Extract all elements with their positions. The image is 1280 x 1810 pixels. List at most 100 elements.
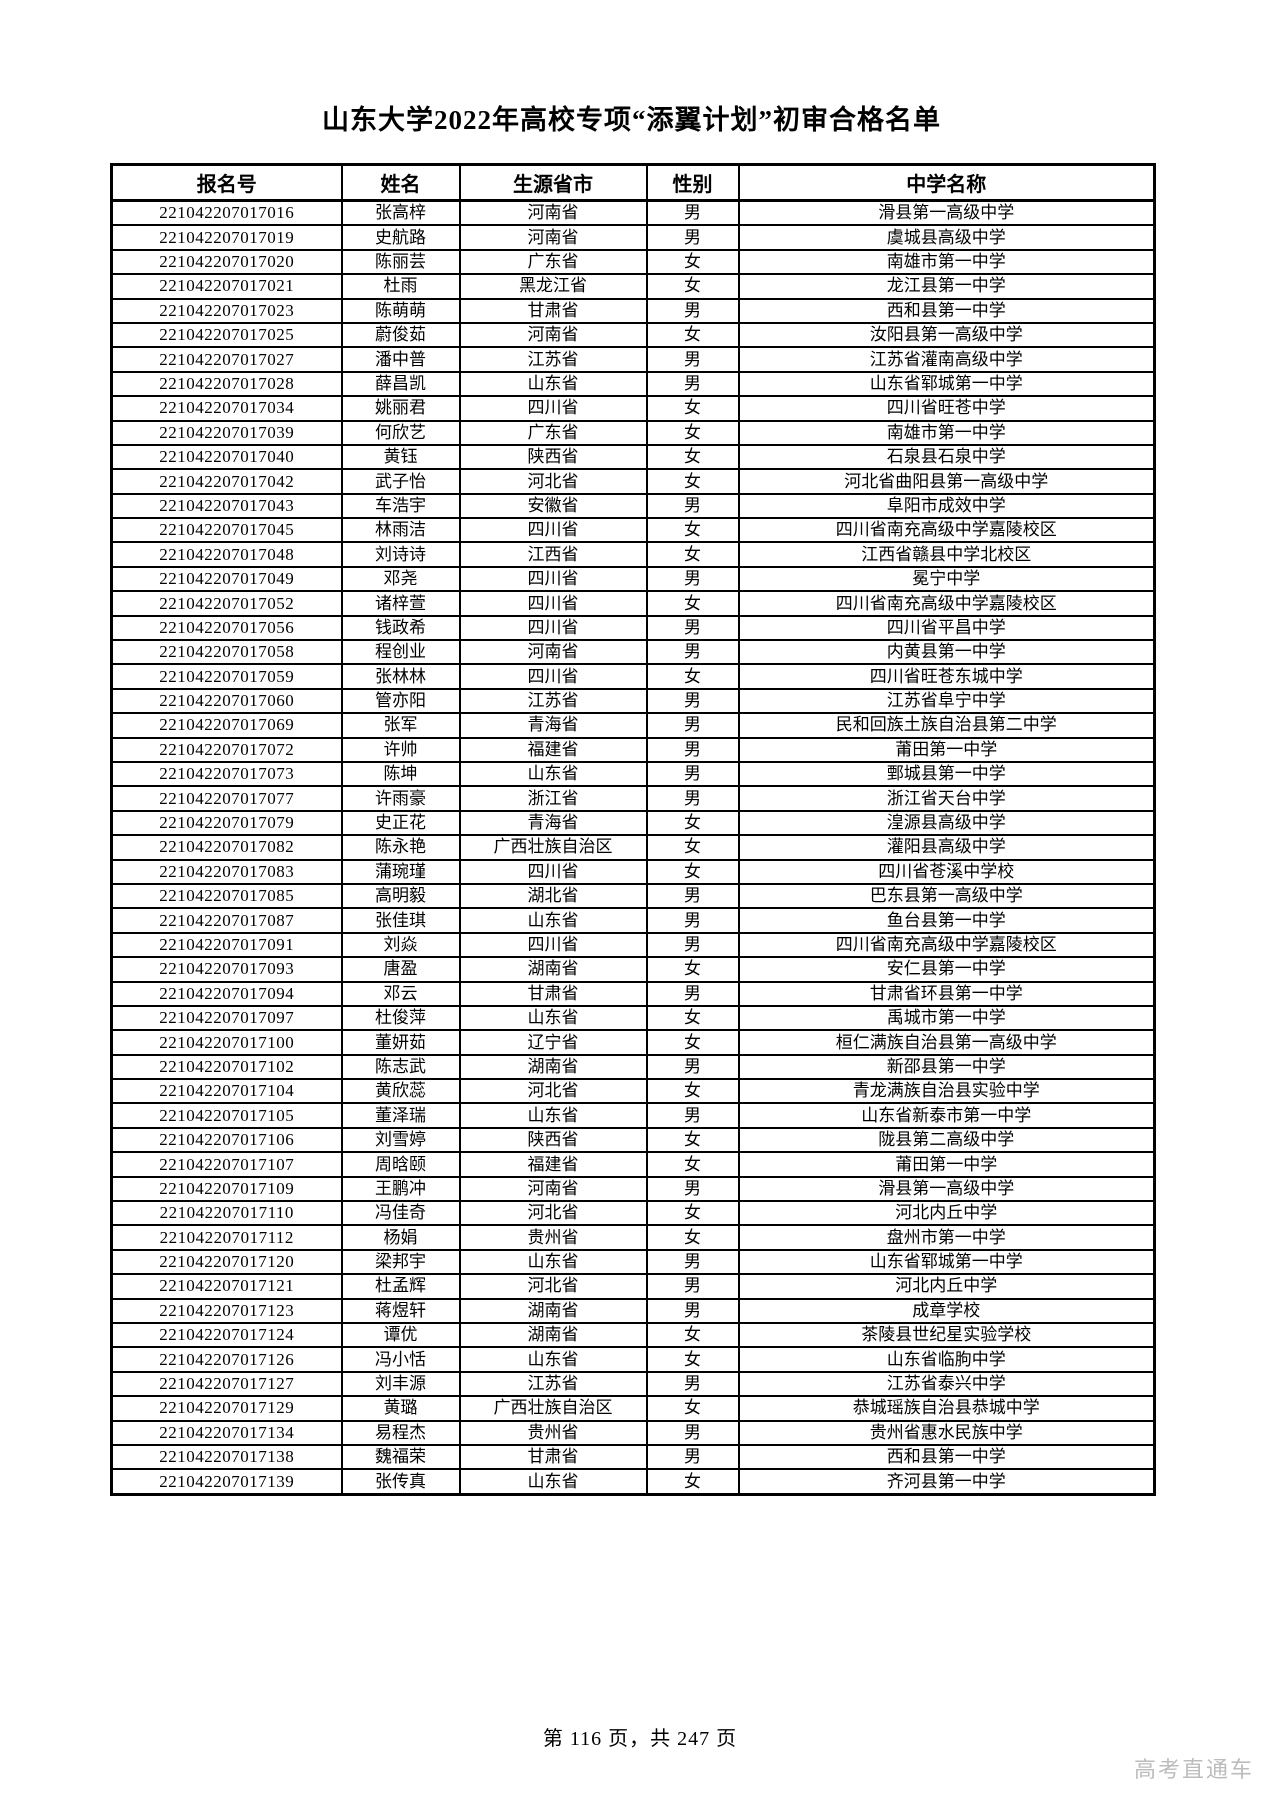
cell-province: 湖南省: [458, 1297, 648, 1324]
cell-school: 河北内丘中学: [737, 1199, 1156, 1227]
table-row: 221042207017126 冯小恬 山东省女山东省临朐中学: [110, 1346, 1156, 1373]
cell-school: 汝阳县第一高级中学: [737, 321, 1156, 349]
cell-reg-no: 221042207017058: [110, 639, 343, 666]
cell-province: 黑龙江省: [458, 273, 648, 300]
cell-name: 姚丽君: [340, 395, 461, 422]
cell-province: 青海省: [458, 712, 648, 739]
cell-gender: 男: [645, 1370, 740, 1398]
table-row: 221042207017124 谭优 湖南省女茶陵县世纪星实验学校: [110, 1321, 1156, 1349]
cell-reg-no: 221042207017104: [110, 1078, 343, 1105]
cell-school: 南雄市第一中学: [737, 419, 1156, 446]
cell-reg-no: 221042207017109: [110, 1175, 343, 1203]
cell-reg-no: 221042207017134: [110, 1419, 343, 1446]
cell-name: 刘丰源: [340, 1370, 461, 1398]
cell-province: 山东省: [458, 1346, 648, 1373]
cell-gender: 女: [645, 395, 740, 422]
cell-school: 四川省南充高级中学嘉陵校区: [737, 517, 1156, 544]
cell-province: 山东省: [458, 1102, 648, 1129]
cell-province: 河北省: [458, 1199, 648, 1227]
cell-reg-no: 221042207017059: [110, 663, 343, 690]
page-number-indicator: 第 116 页，共 247 页: [542, 1728, 738, 1750]
cell-name: 许雨豪: [340, 785, 461, 812]
cell-gender: 男: [645, 370, 740, 398]
cell-reg-no: 221042207017039: [110, 419, 343, 446]
cell-province: 四川省: [458, 858, 648, 885]
cell-gender: 男: [645, 199, 740, 227]
cell-gender: 男: [645, 687, 740, 715]
cell-reg-no: 221042207017091: [110, 931, 343, 959]
cell-school: 民和回族土族自治县第二中学: [737, 712, 1156, 739]
cell-name: 魏福荣: [340, 1443, 461, 1471]
cell-province: 安徽省: [458, 492, 648, 520]
cell-school: 青龙满族自治县实验中学: [737, 1078, 1156, 1105]
cell-name: 易程杰: [340, 1419, 461, 1446]
cell-school: 内黄县第一中学: [737, 639, 1156, 666]
cell-school: 江西省赣县中学北校区: [737, 541, 1156, 568]
cell-name: 林雨洁: [340, 517, 461, 544]
cell-gender: 女: [645, 1029, 740, 1056]
cell-school: 茶陵县世纪星实验学校: [737, 1321, 1156, 1349]
cell-gender: 男: [645, 1248, 740, 1276]
cell-name: 谭优: [340, 1321, 461, 1349]
page-title: 山东大学2022年高校专项“添翼计划”初审合格名单: [322, 105, 941, 135]
cell-school: 虞城县高级中学: [737, 224, 1156, 251]
cell-name: 张佳琪: [340, 907, 461, 934]
cell-name: 刘焱: [340, 931, 461, 959]
cell-school: 滑县第一高级中学: [737, 1175, 1156, 1203]
cell-school: 龙江县第一中学: [737, 273, 1156, 300]
table-row: 221042207017040 黄钰 陕西省女石泉县石泉中学: [110, 443, 1156, 471]
cell-school: 安仁县第一中学: [737, 956, 1156, 983]
table-row: 221042207017042 武子怡 河北省女河北省曲阳县第一高级中学: [110, 468, 1156, 495]
cell-gender: 男: [645, 1419, 740, 1446]
cell-school: 禹城市第一中学: [737, 1004, 1156, 1032]
header-cell-reg-no: 报名号: [110, 163, 343, 202]
table-row: 221042207017072 许帅 福建省男莆田第一中学: [110, 736, 1156, 764]
table-row: 221042207017034 姚丽君 四川省女四川省旺苍中学: [110, 395, 1156, 422]
cell-province: 广东省: [458, 248, 648, 276]
table-row: 221042207017077 许雨豪 浙江省男浙江省天台中学: [110, 785, 1156, 812]
cell-name: 张军: [340, 712, 461, 739]
cell-reg-no: 221042207017077: [110, 785, 343, 812]
cell-reg-no: 221042207017110: [110, 1199, 343, 1227]
table-row: 221042207017104 黄欣蕊 河北省女青龙满族自治县实验中学: [110, 1078, 1156, 1105]
cell-reg-no: 221042207017129: [110, 1395, 343, 1422]
cell-name: 杨娟: [340, 1224, 461, 1251]
table-row: 221042207017082 陈永艳 广西壮族自治区女灌阳县高级中学: [110, 834, 1156, 861]
table-row: 221042207017087 张佳琪 山东省男鱼台县第一中学: [110, 907, 1156, 934]
cell-school: 成章学校: [737, 1297, 1156, 1324]
student-roster-table: 报名号 姓名 生源省市 性别 中学名称 221042207017016 张高梓 河南…: [110, 163, 1156, 1496]
cell-gender: 女: [645, 1395, 740, 1422]
cell-gender: 男: [645, 639, 740, 666]
cell-reg-no: 221042207017052: [110, 590, 343, 617]
cell-reg-no: 221042207017025: [110, 321, 343, 349]
cell-school: 山东省郓城第一中学: [737, 1248, 1156, 1276]
cell-gender: 女: [645, 590, 740, 617]
cell-name: 陈丽芸: [340, 248, 461, 276]
cell-name: 黄璐: [340, 1395, 461, 1422]
table-row: 221042207017127 刘丰源 江苏省男江苏省泰兴中学: [110, 1370, 1156, 1398]
cell-gender: 男: [645, 297, 740, 324]
cell-name: 武子怡: [340, 468, 461, 495]
cell-province: 河南省: [458, 224, 648, 251]
cell-name: 薛昌凯: [340, 370, 461, 398]
cell-name: 梁邦宇: [340, 1248, 461, 1276]
cell-name: 邓尧: [340, 565, 461, 593]
cell-reg-no: 221042207017069: [110, 712, 343, 739]
cell-gender: 女: [645, 517, 740, 544]
cell-reg-no: 221042207017028: [110, 370, 343, 398]
cell-reg-no: 221042207017087: [110, 907, 343, 934]
cell-name: 潘中普: [340, 346, 461, 373]
cell-gender: 男: [645, 1102, 740, 1129]
table-row: 221042207017079 史正花 青海省女湟源县高级中学: [110, 809, 1156, 837]
cell-school: 江苏省灌南高级中学: [737, 346, 1156, 373]
cell-reg-no: 221042207017034: [110, 395, 343, 422]
cell-name: 刘雪婷: [340, 1126, 461, 1154]
cell-province: 广西壮族自治区: [458, 1395, 648, 1422]
cell-province: 广东省: [458, 419, 648, 446]
cell-reg-no: 221042207017106: [110, 1126, 343, 1154]
header-cell-gender: 性别: [645, 163, 740, 202]
table-row: 221042207017107 周晗颐 福建省女莆田第一中学: [110, 1151, 1156, 1178]
cell-province: 河南省: [458, 639, 648, 666]
cell-name: 史正花: [340, 809, 461, 837]
cell-reg-no: 221042207017102: [110, 1053, 343, 1081]
